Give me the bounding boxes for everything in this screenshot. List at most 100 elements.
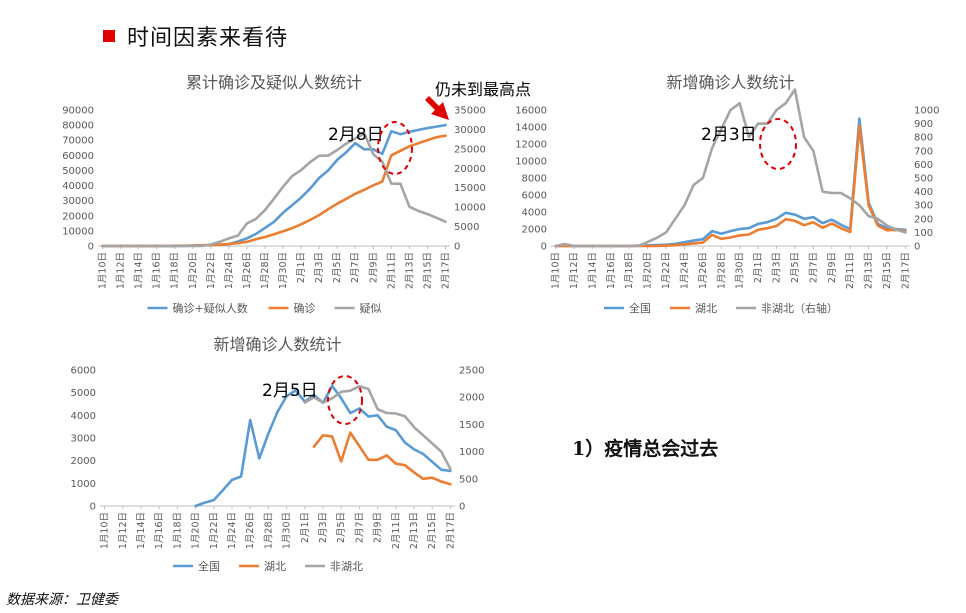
x-tick-label: 1月12日	[569, 252, 580, 289]
legend-label-0: 全国	[198, 559, 220, 573]
x-tick-label: 2月5日	[336, 512, 347, 543]
data-source: 数据来源：卫健委	[6, 592, 118, 608]
series-line-2	[303, 385, 452, 471]
x-tick-label: 1月10日	[551, 252, 562, 289]
x-tick-label: 1月28日	[260, 252, 271, 289]
x-tick-label: 2月3日	[772, 252, 783, 283]
x-tick-label: 2月7日	[350, 252, 361, 283]
x-tick-label: 1月30日	[735, 252, 746, 289]
annotation-dashed-circle	[377, 121, 413, 175]
y-left-tick-label: 2000	[71, 456, 96, 467]
red-arrow-icon	[425, 96, 449, 120]
y-left-tick-label: 2000	[522, 225, 547, 236]
series-line-2	[554, 88, 907, 248]
y-right-tick-label: 200	[914, 214, 933, 225]
x-tick-label: 1月30日	[278, 252, 289, 289]
new-confirmed-chart-top: 新增确诊人数统计 0 2000 4000 6000 8000 10000 12000 14000…	[505, 70, 965, 325]
series-line-0	[101, 123, 447, 248]
x-tick-label: 1月20日	[191, 512, 202, 549]
y-right-tick-label: 2500	[459, 366, 484, 377]
x-tick-label: 2月1日	[300, 512, 311, 543]
y-right-tick-label: 500	[459, 474, 478, 485]
y-right-tick-label: 2000	[459, 393, 484, 404]
y-right-tick-label: 35000	[454, 106, 486, 117]
y-left-tick-label: 10000	[62, 226, 94, 237]
annotation-dashed-circle	[327, 375, 363, 425]
x-tick-label: 2月15日	[422, 252, 433, 289]
y-left-tick-label: 3000	[71, 434, 96, 445]
x-tick-label: 1月22日	[206, 252, 217, 289]
y-right-tick-label: 500	[914, 174, 933, 185]
x-tick-label: 1月18日	[624, 252, 635, 289]
x-tick-label: 2月13日	[404, 252, 415, 289]
x-tick-label: 2月11日	[391, 512, 402, 549]
x-tick-label: 2月7日	[354, 512, 365, 543]
legend-label-1: 湖北	[695, 302, 717, 315]
series-line-0	[194, 384, 452, 508]
y-right-tick-label: 25000	[454, 144, 486, 155]
x-tick-label: 2月11日	[845, 252, 856, 289]
x-tick-label: 1月18日	[170, 252, 181, 289]
new-confirmed-chart-bottom: 新增确诊人数统计 0 1000 2000 3000 4000 5000 6000 0 500 100…	[40, 330, 510, 580]
x-tick-label: 1月20日	[643, 252, 654, 289]
y-right-tick-label: 1000	[459, 447, 484, 458]
x-tick-label: 2月17日	[440, 252, 451, 289]
side-note: 1）疫情总会过去	[572, 438, 719, 460]
y-right-tick-label: 100	[914, 228, 933, 239]
chart-title: 新增确诊人数统计	[213, 335, 341, 354]
x-tick-label: 1月28日	[263, 512, 274, 549]
x-tick-label: 1月16日	[152, 252, 163, 289]
series-line-1	[101, 134, 447, 248]
y-right-tick-label: 5000	[454, 222, 479, 233]
y-left-tick-label: 40000	[62, 181, 94, 192]
x-tick-label: 1月26日	[242, 252, 253, 289]
x-tick-label: 1月20日	[188, 252, 199, 289]
x-tick-label: 1月26日	[245, 512, 256, 549]
y-right-tick-label: 600	[914, 160, 933, 171]
x-tick-label: 1月16日	[154, 512, 165, 549]
y-right-tick-label: 15000	[454, 183, 486, 194]
x-tick-label: 2月3日	[314, 252, 325, 283]
x-tick-label: 1月16日	[606, 252, 617, 289]
x-tick-label: 1月14日	[136, 512, 147, 549]
y-left-tick-label: 1000	[71, 479, 96, 490]
x-tick-label: 2月9日	[373, 512, 384, 543]
x-tick-label: 1月24日	[227, 512, 238, 549]
x-tick-label: 1月10日	[100, 512, 111, 549]
section-heading-text: 时间因素来看待	[127, 26, 289, 51]
x-tick-label: 1月26日	[698, 252, 709, 289]
y-left-tick-label: 60000	[62, 151, 94, 162]
legend-label-0: 确诊+疑似人数	[173, 301, 248, 315]
x-tick-label: 1月30日	[282, 512, 293, 549]
y-left-tick-label: 6000	[71, 366, 96, 377]
x-tick-label: 2月5日	[332, 252, 343, 283]
x-tick-label: 2月15日	[427, 512, 438, 549]
legend-label-2: 非湖北（右轴）	[761, 301, 838, 315]
x-tick-label: 2月17日	[900, 252, 911, 289]
x-tick-label: 1月24日	[679, 252, 690, 289]
y-left-tick-label: 12000	[515, 140, 547, 151]
x-tick-label: 2月13日	[409, 512, 420, 549]
y-right-tick-label: 900	[914, 119, 933, 130]
y-left-tick-label: 0	[541, 242, 547, 253]
y-right-tick-label: 300	[914, 201, 933, 212]
chart-svg: 新增确诊人数统计02000400060008000100001200014000…	[515, 73, 939, 315]
x-tick-label: 2月1日	[753, 252, 764, 283]
annotation-label: 2月3日	[701, 125, 757, 145]
y-left-tick-label: 4000	[522, 208, 547, 219]
x-tick-label: 1月14日	[587, 252, 598, 289]
y-right-tick-label: 0	[914, 242, 920, 253]
x-tick-label: 1月14日	[134, 252, 145, 289]
x-tick-label: 1月10日	[98, 252, 109, 289]
chart-title: 累计确诊及疑似人数统计	[186, 73, 362, 92]
annotation-dashed-circle	[759, 118, 797, 170]
chart-svg: 累计确诊及疑似人数统计01000020000300004000050000600…	[62, 73, 531, 315]
legend-label-2: 非湖北	[330, 560, 363, 573]
section-heading: 时间因素来看待	[103, 20, 288, 52]
x-tick-label: 1月12日	[118, 512, 129, 549]
x-tick-label: 2月3日	[318, 512, 329, 543]
y-right-tick-label: 1500	[459, 420, 484, 431]
y-right-tick-label: 800	[914, 133, 933, 144]
chart-svg: 新增确诊人数统计 0 1000 2000 3000 4000 5000 6000 0 500 100…	[71, 335, 485, 573]
x-tick-label: 2月9日	[368, 252, 379, 283]
